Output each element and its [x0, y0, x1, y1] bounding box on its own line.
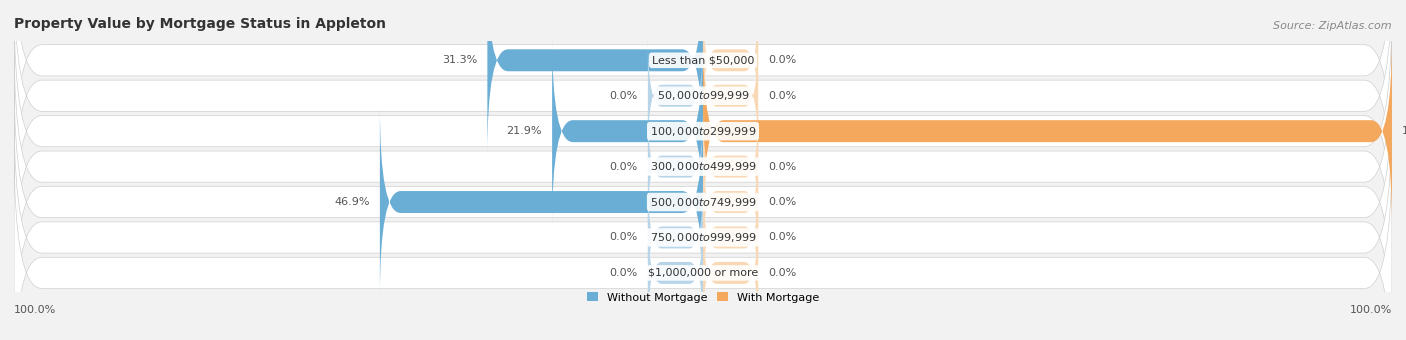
FancyBboxPatch shape: [703, 213, 758, 333]
FancyBboxPatch shape: [14, 40, 1392, 293]
Text: 0.0%: 0.0%: [609, 268, 637, 278]
Text: 0.0%: 0.0%: [769, 162, 797, 172]
Text: Source: ZipAtlas.com: Source: ZipAtlas.com: [1274, 21, 1392, 31]
FancyBboxPatch shape: [380, 107, 703, 298]
FancyBboxPatch shape: [648, 107, 703, 226]
Legend: Without Mortgage, With Mortgage: Without Mortgage, With Mortgage: [582, 288, 824, 307]
FancyBboxPatch shape: [648, 36, 703, 156]
Text: $300,000 to $499,999: $300,000 to $499,999: [650, 160, 756, 173]
Text: 21.9%: 21.9%: [506, 126, 541, 136]
Text: $750,000 to $999,999: $750,000 to $999,999: [650, 231, 756, 244]
Text: 31.3%: 31.3%: [441, 55, 477, 65]
FancyBboxPatch shape: [14, 0, 1392, 222]
Text: 100.0%: 100.0%: [1402, 126, 1406, 136]
FancyBboxPatch shape: [703, 142, 758, 262]
FancyBboxPatch shape: [553, 36, 703, 226]
FancyBboxPatch shape: [14, 76, 1392, 328]
Text: 0.0%: 0.0%: [609, 91, 637, 101]
Text: Less than $50,000: Less than $50,000: [652, 55, 754, 65]
FancyBboxPatch shape: [703, 107, 758, 226]
FancyBboxPatch shape: [14, 111, 1392, 340]
FancyBboxPatch shape: [648, 213, 703, 333]
FancyBboxPatch shape: [703, 36, 1392, 226]
FancyBboxPatch shape: [488, 0, 703, 156]
Text: 100.0%: 100.0%: [1350, 305, 1392, 315]
Text: 0.0%: 0.0%: [769, 91, 797, 101]
FancyBboxPatch shape: [14, 147, 1392, 340]
FancyBboxPatch shape: [648, 177, 703, 298]
FancyBboxPatch shape: [703, 0, 758, 120]
Text: 100.0%: 100.0%: [14, 305, 56, 315]
Text: $100,000 to $299,999: $100,000 to $299,999: [650, 125, 756, 138]
Text: 0.0%: 0.0%: [769, 233, 797, 242]
Text: 0.0%: 0.0%: [609, 162, 637, 172]
Text: $500,000 to $749,999: $500,000 to $749,999: [650, 195, 756, 208]
Text: 0.0%: 0.0%: [769, 55, 797, 65]
Text: 0.0%: 0.0%: [609, 233, 637, 242]
Text: 0.0%: 0.0%: [769, 268, 797, 278]
Text: $50,000 to $99,999: $50,000 to $99,999: [657, 89, 749, 102]
FancyBboxPatch shape: [703, 36, 758, 156]
FancyBboxPatch shape: [14, 0, 1392, 186]
Text: 46.9%: 46.9%: [335, 197, 370, 207]
Text: Property Value by Mortgage Status in Appleton: Property Value by Mortgage Status in App…: [14, 17, 387, 31]
FancyBboxPatch shape: [703, 177, 758, 298]
Text: $1,000,000 or more: $1,000,000 or more: [648, 268, 758, 278]
Text: 0.0%: 0.0%: [769, 197, 797, 207]
FancyBboxPatch shape: [14, 5, 1392, 257]
